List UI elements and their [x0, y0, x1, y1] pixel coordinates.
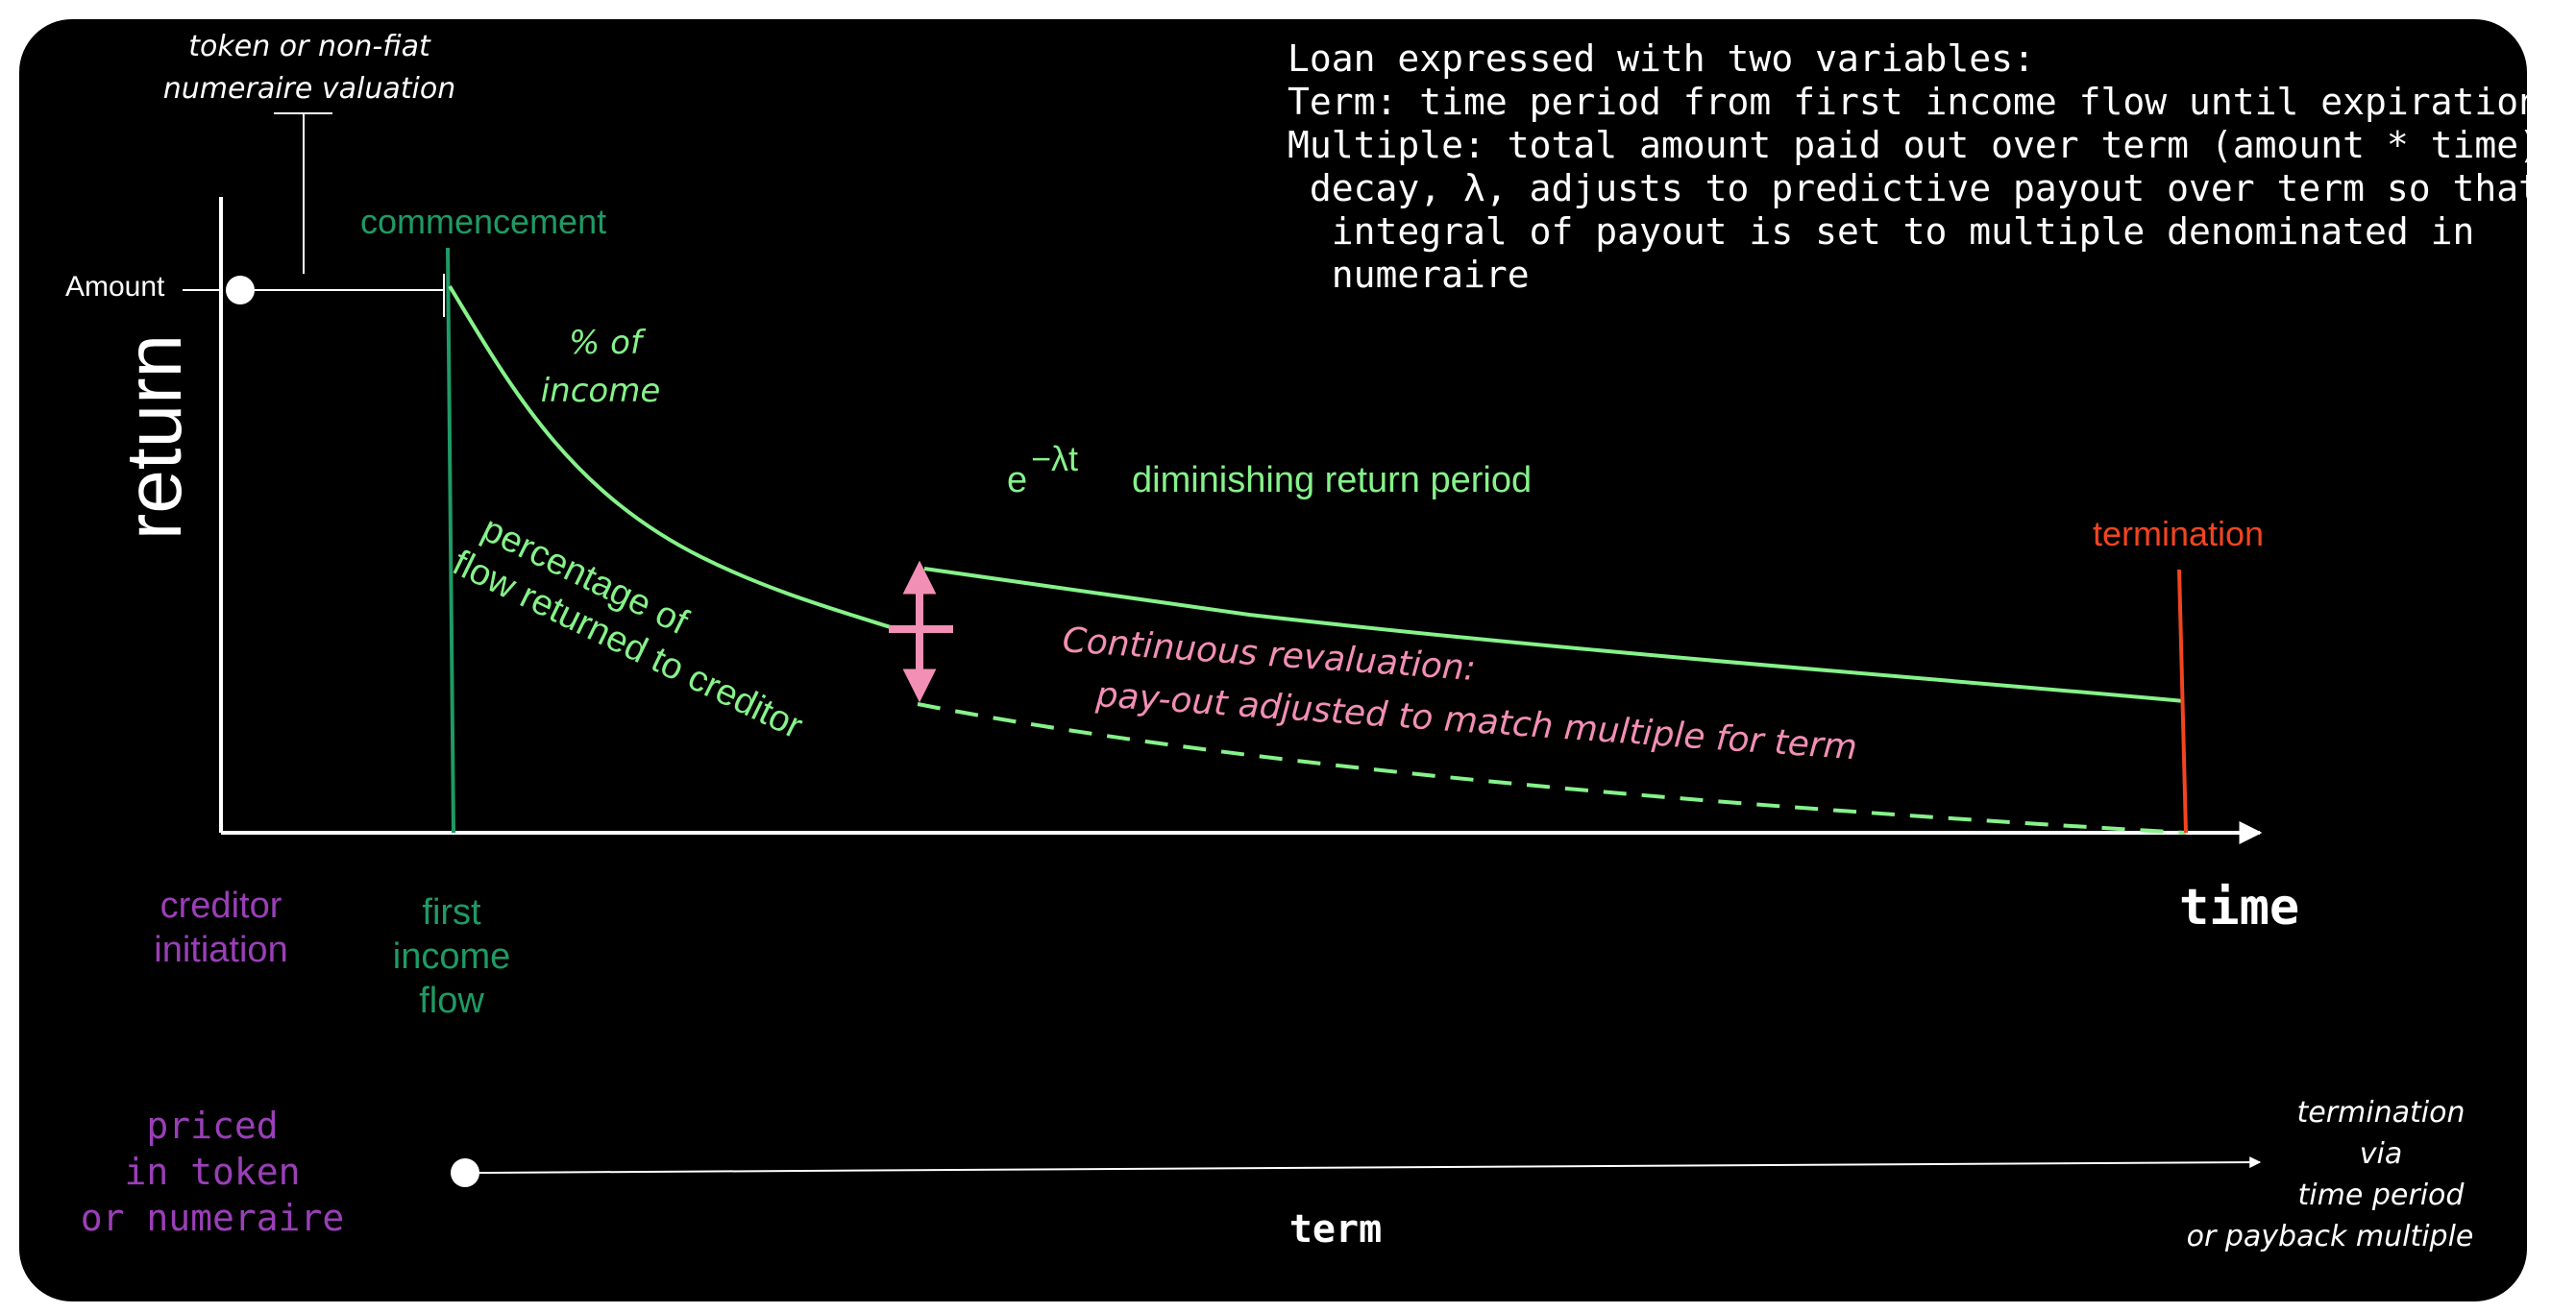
- priced-line: or numeraire: [81, 1197, 345, 1239]
- term-start-dot: [451, 1158, 479, 1187]
- first-income-flow-line: income: [393, 936, 511, 977]
- creditor-initiation-line: creditor: [160, 886, 282, 926]
- valuation-note-line: token or non-fiat: [188, 30, 431, 63]
- header-line: Loan expressed with two variables:: [1288, 37, 2035, 80]
- termination-via-line: time period: [2298, 1179, 2466, 1212]
- percent-income-line: % of: [569, 324, 647, 362]
- commencement-line: [446, 247, 455, 834]
- priced-label: priced in token or numeraire: [81, 1105, 345, 1239]
- header-line: Multiple: total amount paid out over ter…: [1288, 124, 2540, 166]
- y-axis-label: return: [110, 334, 198, 540]
- revaluation-dashed-curve: [917, 702, 2187, 835]
- commencement-label: commencement: [360, 202, 606, 241]
- diminishing-return-label: diminishing return period: [1132, 460, 1532, 500]
- header-line: integral of payout is set to multiple de…: [1288, 210, 2474, 253]
- revaluation-arrow-icon: [889, 560, 953, 703]
- priced-line: in token: [124, 1151, 300, 1193]
- first-income-flow-line: flow: [419, 981, 484, 1021]
- term-label: term: [1289, 1207, 1382, 1252]
- decay-curve: [448, 284, 897, 631]
- header-line: decay, λ, adjusts to predictive payout o…: [1288, 167, 2540, 209]
- header-line: Term: time period from first income flow…: [1288, 81, 2540, 123]
- termination-line: [2177, 569, 2188, 834]
- diagram-background: [19, 19, 2527, 1301]
- creditor-initiation-line: initiation: [154, 930, 287, 970]
- percent-income-line: income: [541, 372, 661, 410]
- valuation-note-line: numeraire valuation: [163, 72, 455, 106]
- amount-label: Amount: [65, 271, 165, 303]
- termination-via-line: or payback multiple: [2187, 1220, 2474, 1253]
- percent-income-note: % of income: [541, 324, 661, 410]
- term-arrow: [478, 1156, 2262, 1174]
- header-line: numeraire: [1288, 254, 1530, 296]
- first-income-flow-line: first: [422, 892, 481, 933]
- termination-via-line: termination: [2297, 1096, 2466, 1130]
- termination-label: termination: [2093, 514, 2264, 553]
- first-income-flow-label: first income flow: [393, 892, 511, 1021]
- creditor-initiation-label: creditor initiation: [154, 886, 287, 970]
- valuation-note: token or non-fiat numeraire valuation: [163, 30, 455, 106]
- priced-line: priced: [146, 1105, 278, 1147]
- termination-via-line: via: [2360, 1137, 2402, 1171]
- x-axis-label: time: [2179, 879, 2299, 936]
- termination-via-note: termination via time period or payback m…: [2187, 1096, 2474, 1253]
- decay-formula-base: e: [1007, 460, 1027, 500]
- amount-dot: [226, 276, 255, 304]
- header-notes: Loan expressed with two variables: Term:…: [1288, 37, 2540, 296]
- adjusted-payout-curve: [923, 567, 2185, 703]
- decay-formula-exponent: −λt: [1031, 439, 1078, 478]
